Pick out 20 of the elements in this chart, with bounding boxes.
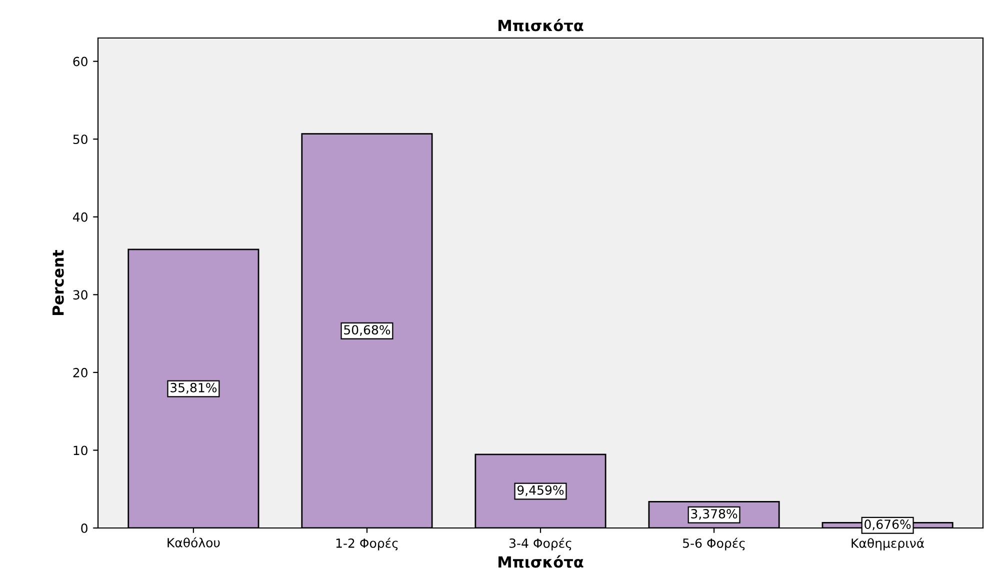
x-axis-title: Μπισκότα [498, 555, 584, 568]
x-tick-label: Καθημερινά [852, 538, 924, 550]
data-label: 35,81% [170, 382, 217, 394]
y-tick-label: 40 [72, 212, 88, 222]
data-label: 3,378% [691, 509, 738, 520]
y-tick-label: 0 [81, 523, 88, 533]
y-tick-label: 50 [73, 134, 88, 144]
y-tick-label: 60 [73, 56, 88, 66]
y-tick-label: 20 [73, 368, 88, 378]
x-tick-label: 1-2 Φορές [336, 538, 398, 550]
x-tick-label: 5-6 Φορές [683, 538, 745, 550]
chart-title: Μπισκότα [498, 18, 584, 32]
x-tick-label: 3-4 Φορές [510, 538, 572, 550]
y-tick-label: 30 [73, 290, 88, 300]
data-label: 9,459% [517, 485, 564, 496]
y-axis-title: Percent [52, 250, 64, 315]
x-tick-label: Καθόλου [168, 537, 220, 548]
data-label: 50,68% [344, 325, 390, 336]
data-label: 0,676% [864, 520, 911, 530]
y-tick-label: 10 [74, 446, 88, 456]
